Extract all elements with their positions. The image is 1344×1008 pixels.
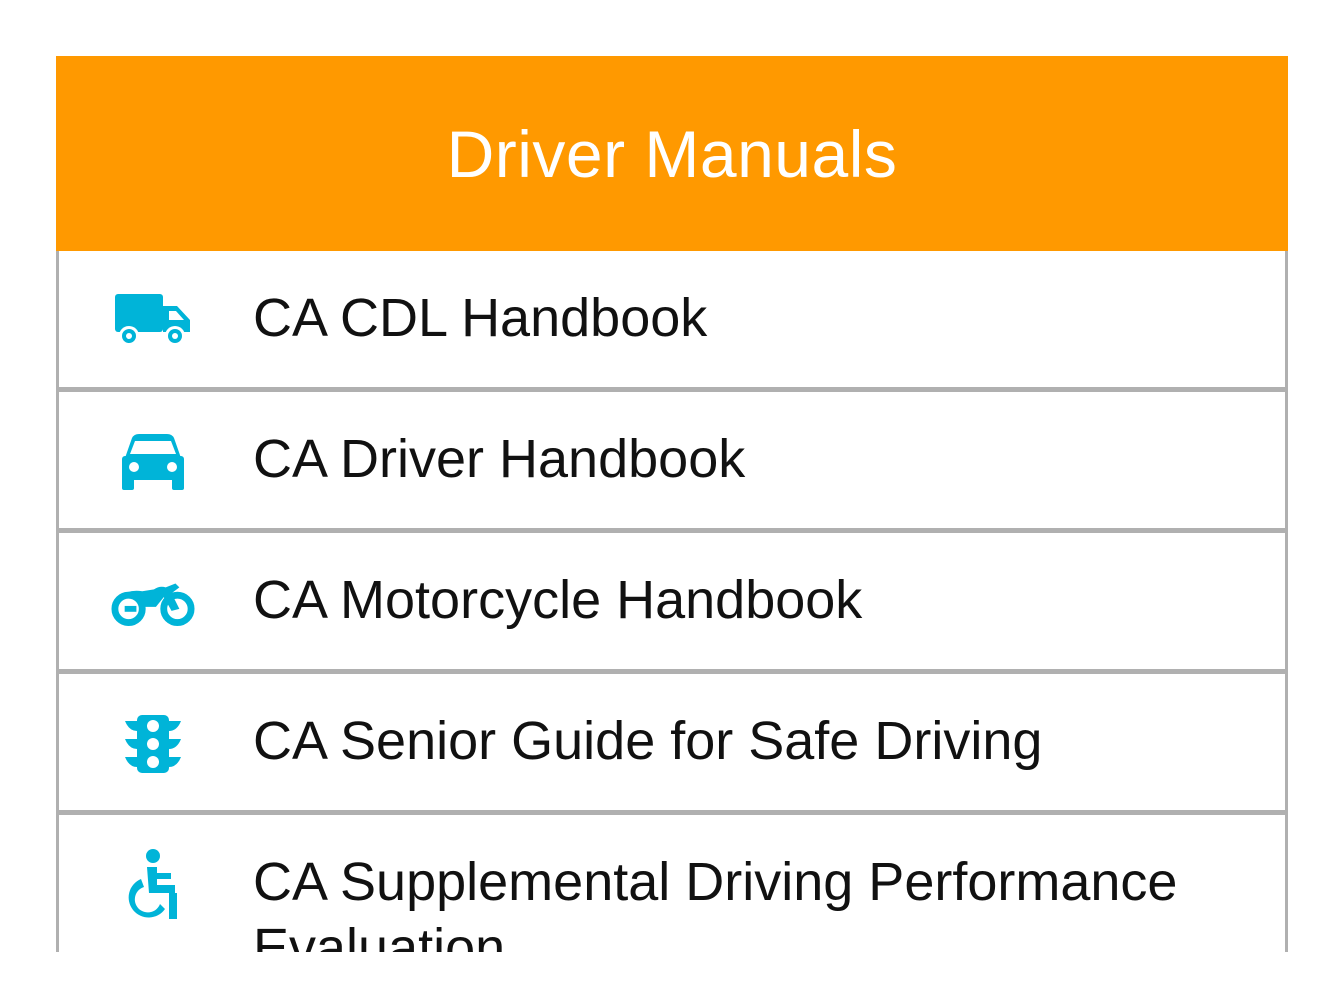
list-item-cdl-handbook[interactable]: CA CDL Handbook [59, 251, 1285, 392]
traffic-light-icon [111, 712, 195, 776]
list-item-label: CA Senior Guide for Safe Driving [253, 711, 1043, 771]
list-item-supplemental-evaluation[interactable]: CA Supplemental Driving Performance Eval… [59, 815, 1285, 952]
list-item-label: CA Supplemental Driving Performance Eval… [253, 852, 1178, 952]
list-item-motorcycle-handbook[interactable]: CA Motorcycle Handbook [59, 533, 1285, 674]
driver-manuals-panel: Driver Manuals CA CDL Handbook [56, 56, 1288, 952]
page-title: Driver Manuals [446, 116, 898, 191]
header-bar: Driver Manuals [56, 56, 1288, 251]
car-icon [111, 430, 195, 494]
list-item-driver-handbook[interactable]: CA Driver Handbook [59, 392, 1285, 533]
accessible-icon [111, 849, 195, 919]
list-item-senior-guide[interactable]: CA Senior Guide for Safe Driving [59, 674, 1285, 815]
list-item-label: CA Motorcycle Handbook [253, 570, 863, 630]
truck-icon [111, 289, 195, 353]
list-item-label: CA Driver Handbook [253, 429, 746, 489]
manuals-list: CA CDL Handbook CA Driver Handbook [56, 251, 1288, 952]
list-item-label: CA CDL Handbook [253, 288, 708, 348]
motorcycle-icon [111, 571, 195, 635]
